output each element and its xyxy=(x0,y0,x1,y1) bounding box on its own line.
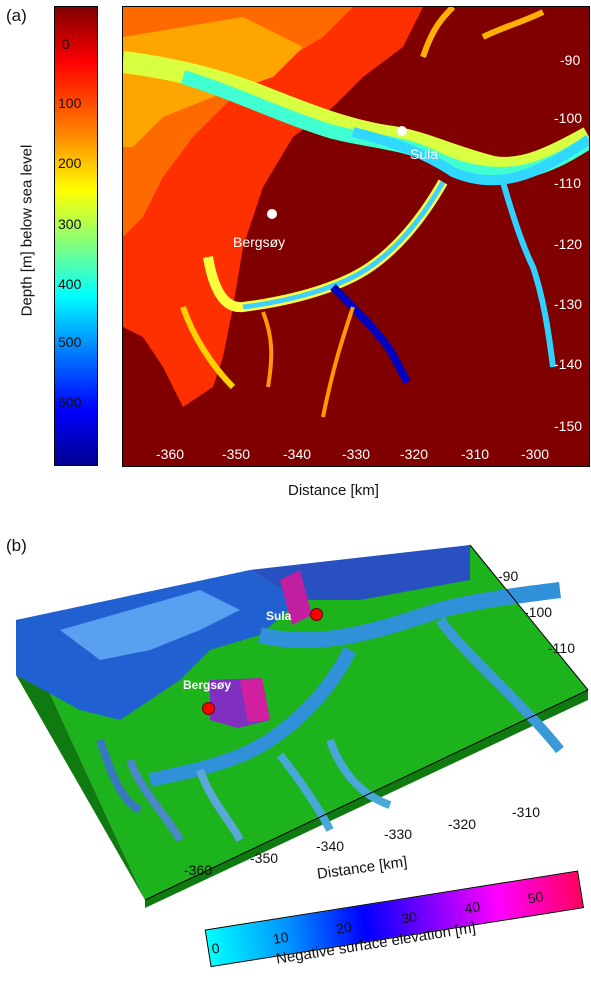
elevation-tick: 30 xyxy=(400,908,419,927)
x-tick: -320 xyxy=(448,816,477,832)
channel-deep xyxy=(351,127,589,186)
sula-label: Sula xyxy=(410,146,439,162)
depth-colorbar-title: Depth [m] below sea level xyxy=(18,144,36,317)
peak-bergsoy-hi xyxy=(240,678,270,722)
fjord-branch-2 xyxy=(276,752,334,832)
y-tick: -120 xyxy=(554,236,583,252)
branch-south-inner xyxy=(242,180,446,310)
x-tick: -350 xyxy=(222,446,251,462)
bathymetry-map xyxy=(122,6,590,467)
x-tick: -330 xyxy=(342,446,371,462)
sula-3d-label: Sula xyxy=(266,609,292,623)
elevation-tick: 10 xyxy=(271,928,290,947)
depth-tick: 600 xyxy=(58,394,82,410)
panel-a-label: (a) xyxy=(6,6,27,25)
depth-tick: 500 xyxy=(58,334,82,350)
branch-north xyxy=(420,7,456,58)
x-tick: -320 xyxy=(400,446,429,462)
bergsoy-marker xyxy=(267,209,277,219)
x-tick: -360 xyxy=(156,446,185,462)
depth-tick: 100 xyxy=(58,95,82,111)
x-tick: -350 xyxy=(250,850,279,866)
ocean-highlight xyxy=(60,590,240,660)
elevation-tick: 50 xyxy=(526,888,545,907)
y-tick: -110 xyxy=(548,640,575,656)
branch-minor-3 xyxy=(180,306,236,390)
panel-b-label: (b) xyxy=(6,536,27,555)
x-tick: -330 xyxy=(384,826,413,842)
branch-minor-1 xyxy=(321,306,355,418)
branch-north-2 xyxy=(481,9,545,40)
depth-tick: 300 xyxy=(58,216,82,232)
fjord-south xyxy=(148,646,357,787)
y-tick: -130 xyxy=(554,296,583,312)
fjord-branch-5 xyxy=(96,738,143,814)
x-tick: -300 xyxy=(521,446,550,462)
depth-tick: 0 xyxy=(62,36,70,52)
axis-edge-right xyxy=(469,544,589,691)
fjord-branch-3 xyxy=(196,768,244,842)
fjord-main xyxy=(258,582,561,649)
surface-elevation-3d xyxy=(16,544,589,908)
peak-sula xyxy=(280,570,312,625)
y-tick: -100 xyxy=(554,110,583,126)
bergsoy-3d-label: Bergsøy xyxy=(183,678,232,692)
elevation-tick: 20 xyxy=(334,918,353,937)
x-axis-title: Distance [km] xyxy=(288,482,379,499)
x-tick: -310 xyxy=(461,446,490,462)
sula-marker xyxy=(397,126,407,136)
depth-colorbar xyxy=(54,6,98,466)
y-tick: -90 xyxy=(560,52,581,68)
y-tick: -90 xyxy=(498,568,519,584)
x-tick: -310 xyxy=(512,804,541,820)
branch-minor-2 xyxy=(261,311,274,388)
y-tick: -100 xyxy=(524,604,553,620)
y-tick: -110 xyxy=(554,175,581,191)
branch-east xyxy=(500,181,556,368)
ocean-north xyxy=(250,545,470,600)
bergsoy-label: Bergsøy xyxy=(233,234,286,250)
y-tick: -140 xyxy=(554,356,583,372)
x-tick: -360 xyxy=(184,862,213,878)
elevation-tick: 40 xyxy=(463,898,482,917)
fjord-east xyxy=(436,616,564,754)
sula-3d-marker xyxy=(310,608,323,621)
axis-edge-front xyxy=(144,689,589,901)
fjord-branch-4 xyxy=(126,758,184,842)
x-tick: -340 xyxy=(316,838,345,854)
branch-deep-blue xyxy=(330,284,412,385)
bathymetry-svg xyxy=(123,7,589,466)
y-tick: -150 xyxy=(554,418,583,434)
depth-tick: 400 xyxy=(58,276,82,292)
fjord-branch-1 xyxy=(326,738,392,809)
bergsoy-3d-marker xyxy=(202,702,215,715)
depth-tick: 200 xyxy=(58,155,82,171)
land-plane-front xyxy=(145,690,588,908)
x-tick: -340 xyxy=(283,446,312,462)
